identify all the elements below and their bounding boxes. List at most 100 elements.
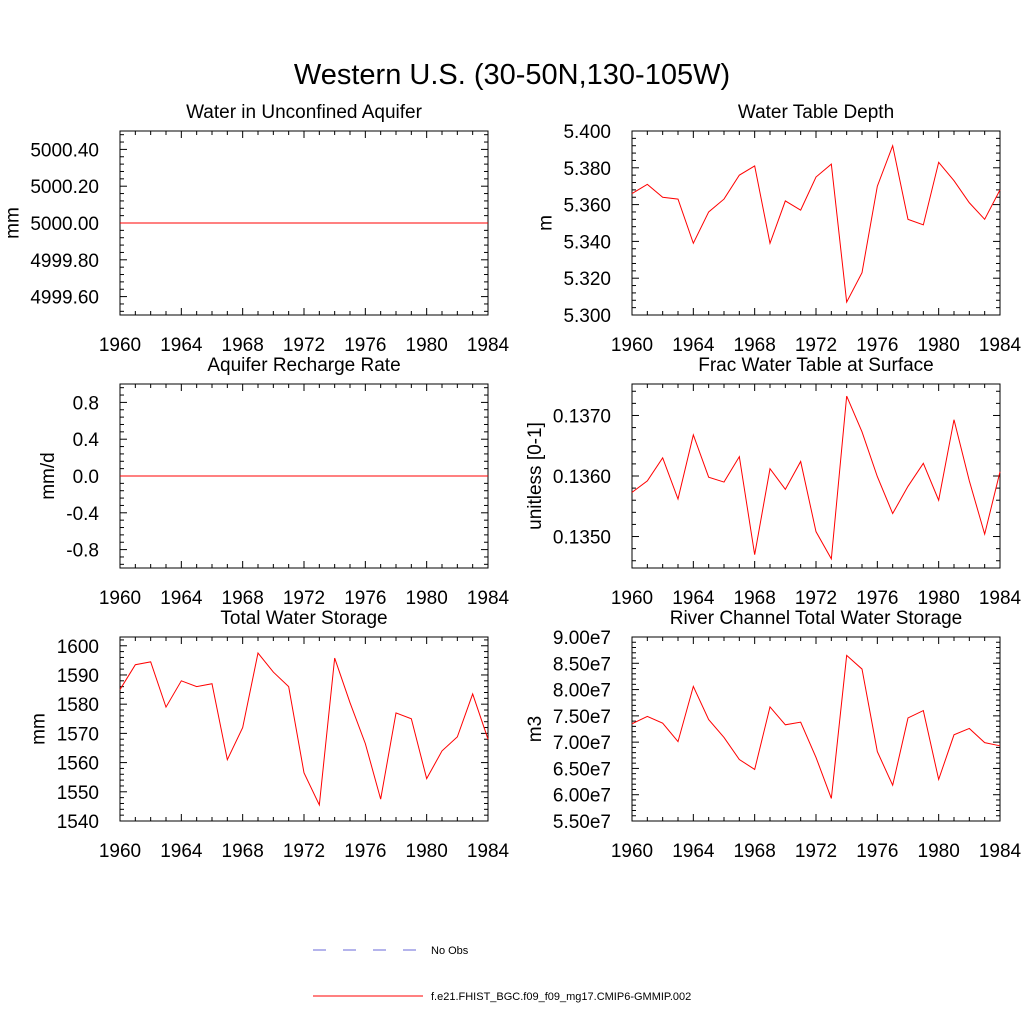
x-tick-label: 1972: [283, 588, 325, 609]
y-tick-label: 1580: [57, 695, 99, 716]
figure-title: Western U.S. (30-50N,130-105W): [294, 59, 730, 91]
x-tick-label: 1960: [611, 588, 653, 609]
panel-river-channel-total-water-storage: River Channel Total Water Storage 1960 196…: [525, 608, 1022, 862]
panel-title: Water in Unconfined Aquifer: [186, 102, 423, 123]
x-tick-label: 1972: [795, 335, 837, 356]
x-tick-label: 1980: [406, 841, 448, 862]
y-tick-label: 8.50e7: [553, 654, 611, 675]
x-tick-label: 1976: [344, 335, 386, 356]
x-tick-label: 1960: [99, 588, 141, 609]
y-tick-label: 0.1360: [553, 467, 611, 488]
x-tick-label: 1976: [856, 588, 898, 609]
x-tick-label: 1968: [222, 588, 264, 609]
legend-label-no-obs: No Obs: [431, 945, 469, 957]
y-tick-label: 5.50e7: [553, 812, 611, 833]
x-tick-label: 1984: [467, 335, 510, 356]
x-tick-label: 1964: [160, 588, 203, 609]
y-tick-label: 8.00e7: [553, 681, 611, 702]
y-tick-label: 9.00e7: [553, 628, 611, 649]
y-axis-label: unitless [0-1]: [525, 422, 546, 530]
x-tick-label: 1964: [672, 588, 715, 609]
panel-title: River Channel Total Water Storage: [670, 608, 963, 629]
y-axis-label: m: [535, 215, 556, 231]
x-tick-label: 1976: [344, 588, 386, 609]
x-tick-label: 1968: [734, 841, 776, 862]
x-tick-label: 1968: [734, 588, 776, 609]
series-line-0: [631, 395, 1001, 561]
x-tick-label: 1984: [979, 841, 1022, 862]
x-tick-label: 1976: [856, 335, 898, 356]
series-line-0: [631, 143, 1001, 304]
x-tick-label: 1984: [979, 335, 1022, 356]
panel-frac-water-table-at-surface: Frac Water Table at Surface 1960 1964 1968 1…: [525, 355, 1022, 609]
y-tick-label: 1540: [57, 812, 99, 833]
y-tick-label: 5000.00: [30, 214, 99, 235]
panel-title: Frac Water Table at Surface: [698, 355, 934, 376]
legend-label-model: f.e21.FHIST_BGC.f09_f09_mg17.CMIP6-GMMIP…: [431, 991, 691, 1003]
series-line-0: [631, 654, 1001, 799]
y-tick-label: -0.8: [66, 541, 99, 562]
x-tick-label: 1980: [918, 588, 960, 609]
y-tick-label: 5000.20: [30, 177, 99, 198]
y-tick-label: -0.4: [66, 504, 99, 525]
y-tick-label: 6.00e7: [553, 786, 611, 807]
y-tick-label: 4999.60: [30, 288, 99, 309]
panel-total-water-storage: Total Water Storage 1960 1964 1968 1972 1976 1…: [29, 608, 510, 862]
x-tick-label: 1968: [734, 335, 776, 356]
y-tick-label: 5.400: [563, 122, 611, 143]
y-tick-label: 7.00e7: [553, 733, 611, 754]
y-axis-label: m3: [525, 716, 546, 742]
x-tick-label: 1980: [406, 335, 448, 356]
panel-title: Total Water Storage: [220, 608, 387, 629]
y-tick-label: 0.8: [73, 393, 99, 414]
y-tick-label: 0.0: [73, 467, 99, 488]
y-tick-label: 0.1370: [553, 406, 611, 427]
x-tick-label: 1968: [222, 841, 264, 862]
y-tick-label: 1600: [57, 637, 99, 658]
x-tick-label: 1976: [344, 841, 386, 862]
y-tick-label: 5.360: [563, 196, 611, 217]
y-tick-label: 5.380: [563, 159, 611, 180]
panel-aquifer-recharge-rate: Aquifer Recharge Rate 1960 1964 1968 1972 197…: [38, 355, 510, 609]
y-axis-label: mm: [29, 713, 50, 745]
y-tick-label: 5.300: [563, 306, 611, 327]
x-tick-label: 1980: [918, 335, 960, 356]
y-tick-label: 0.1350: [553, 528, 611, 549]
y-tick-label: 0.4: [73, 430, 100, 451]
x-tick-label: 1964: [160, 335, 203, 356]
x-tick-label: 1984: [467, 588, 510, 609]
x-tick-label: 1964: [160, 841, 203, 862]
y-tick-label: 6.50e7: [553, 759, 611, 780]
panel-water-table-depth: Water Table Depth 1960 1964 1968 1972 1976 198…: [535, 102, 1021, 356]
panel-title: Aquifer Recharge Rate: [207, 355, 400, 376]
y-tick-label: 5000.40: [30, 140, 99, 161]
series-line-0: [119, 651, 489, 807]
legend: No Obs f.e21.FHIST_BGC.f09_f09_mg17.CMIP…: [313, 945, 691, 1003]
y-tick-label: 7.50e7: [553, 707, 611, 728]
y-axis-label: mm/d: [38, 452, 59, 500]
x-tick-label: 1972: [795, 841, 837, 862]
y-tick-label: 5.340: [563, 232, 611, 253]
x-tick-label: 1980: [406, 588, 448, 609]
x-tick-label: 1960: [611, 335, 653, 356]
panel-water-in-unconfined-aquifer: Water in Unconfined Aquifer 1960 1964 1968 1…: [2, 102, 509, 356]
x-tick-label: 1960: [99, 335, 141, 356]
x-tick-label: 1980: [918, 841, 960, 862]
x-tick-label: 1964: [672, 841, 715, 862]
panels: Water in Unconfined Aquifer 1960 1964 1968 1…: [2, 102, 1021, 862]
x-tick-label: 1984: [467, 841, 510, 862]
y-tick-label: 1570: [57, 724, 99, 745]
panel-title: Water Table Depth: [738, 102, 894, 123]
y-tick-label: 1550: [57, 783, 99, 804]
x-tick-label: 1964: [672, 335, 715, 356]
x-tick-label: 1972: [795, 588, 837, 609]
x-tick-label: 1972: [283, 335, 325, 356]
y-tick-label: 4999.80: [30, 251, 99, 272]
y-tick-label: 1560: [57, 754, 99, 775]
x-tick-label: 1984: [979, 588, 1022, 609]
x-tick-label: 1960: [99, 841, 141, 862]
x-tick-label: 1968: [222, 335, 264, 356]
y-axis-label: mm: [2, 207, 23, 239]
x-tick-label: 1960: [611, 841, 653, 862]
